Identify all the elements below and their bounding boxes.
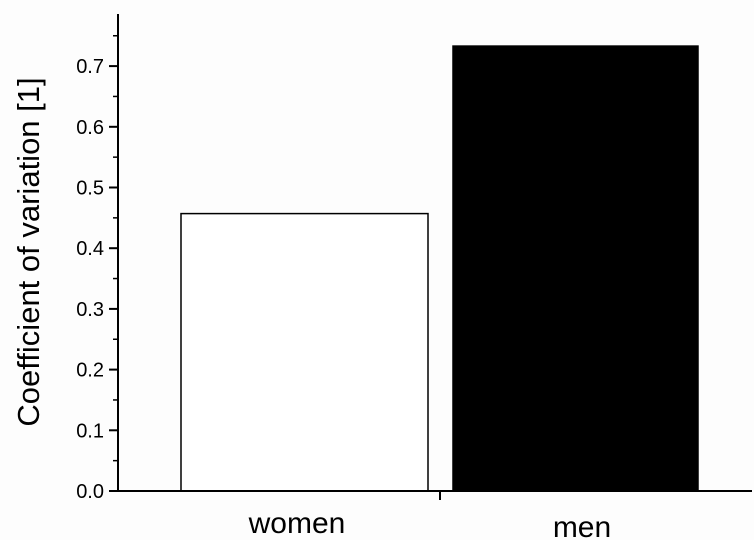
y-axis-title: Coefficient of variation [1] xyxy=(11,77,46,426)
y-tick-label: 0.6 xyxy=(76,117,104,139)
y-tick-label: 0.4 xyxy=(76,238,104,260)
bar-women xyxy=(180,212,429,492)
bar-men xyxy=(452,45,699,492)
bars-layer xyxy=(180,45,699,492)
y-tick-label: 0.5 xyxy=(76,178,104,200)
y-tick-label: 0.2 xyxy=(76,360,104,382)
axes-layer xyxy=(117,14,752,492)
y-tick-label: 0.7 xyxy=(76,56,104,78)
x-category-label-women: women xyxy=(248,507,346,540)
labels-layer: 0.0 0.1 0.2 0.3 0.4 0.5 0.6 0.7 women men xyxy=(76,56,611,540)
y-tick-label: 0.1 xyxy=(76,420,104,442)
y-tick-label: 0.0 xyxy=(76,481,104,503)
x-category-label-men: men xyxy=(553,511,611,540)
y-tick-label: 0.3 xyxy=(76,299,104,321)
ticks-layer xyxy=(109,35,441,500)
